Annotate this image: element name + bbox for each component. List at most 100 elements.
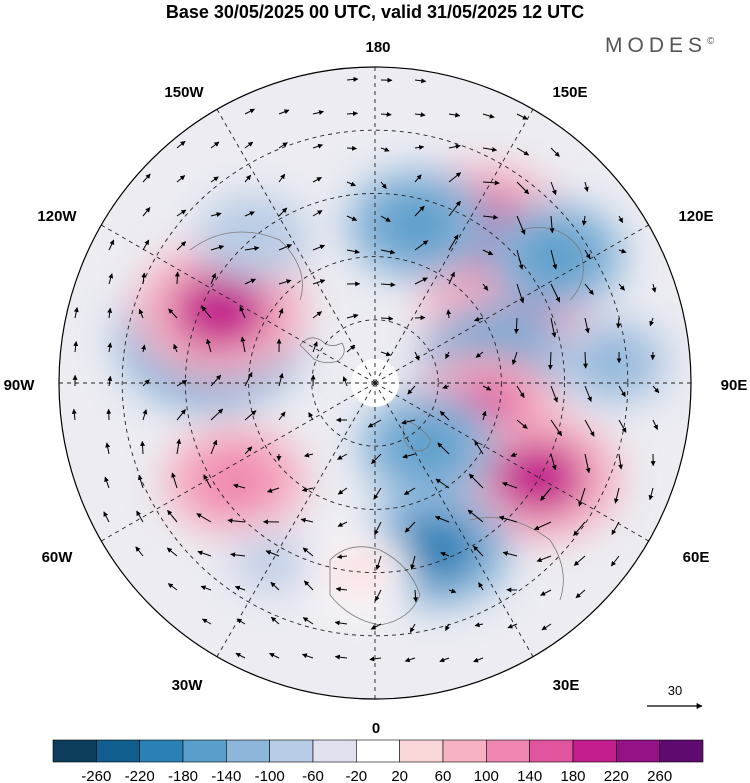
wind-arrow — [516, 215, 526, 235]
coast-europe — [329, 546, 421, 626]
wind-arrow — [304, 452, 314, 458]
lon-label-90w: 90W — [4, 377, 36, 394]
wind-arrow — [278, 142, 288, 149]
wind-arrow — [652, 419, 658, 430]
wind-arrow — [278, 308, 284, 319]
wind-arrow — [414, 205, 425, 217]
wind-arrow — [482, 249, 494, 256]
wind-arrow — [210, 212, 222, 217]
wind-arrow — [380, 181, 387, 189]
wind-arrow — [380, 147, 390, 152]
wind-arrow — [346, 249, 360, 254]
wind-arrow — [550, 249, 558, 270]
wind-arrow — [407, 385, 416, 395]
wind-arrow — [203, 474, 212, 489]
wind-arrow — [176, 438, 182, 455]
wind-arrow — [176, 409, 186, 421]
wind-arrow — [516, 113, 528, 120]
wind-arrow — [549, 215, 555, 234]
wind-arrow — [437, 442, 450, 455]
wind-arrow — [611, 521, 620, 536]
wind-arrow — [409, 623, 416, 633]
lon-label-120e: 120E — [678, 208, 713, 225]
wind-arrow — [610, 555, 620, 567]
wind-arrow — [334, 654, 348, 660]
wind-arrow — [201, 618, 212, 625]
wind-arrow — [301, 487, 314, 492]
colorbar-segment — [442, 739, 487, 763]
wind-arrow — [312, 110, 324, 115]
wind-arrow — [583, 351, 589, 369]
lon-label-0: 0 — [372, 720, 380, 737]
wind-arrow — [584, 317, 590, 334]
wind-arrow — [107, 307, 113, 319]
wind-arrow — [141, 344, 147, 353]
wind-arrow — [107, 375, 113, 387]
wind-arrow — [278, 173, 286, 183]
wind-arrow — [474, 316, 484, 322]
wind-arrow — [71, 408, 77, 421]
wind-arrow — [342, 376, 348, 387]
wind-arrow — [448, 172, 462, 183]
colorbar-tick-label: -140 — [211, 768, 241, 783]
wind-arrow — [278, 244, 293, 251]
wind-arrow — [234, 585, 246, 591]
wind-arrow — [142, 173, 151, 183]
wind-arrow — [474, 622, 484, 628]
wind-arrow — [334, 620, 348, 626]
wind-arrow — [445, 351, 450, 359]
wind-arrow — [618, 248, 627, 254]
wind-arrow — [367, 419, 382, 428]
lon-label-90e: 90E — [721, 377, 748, 394]
wind-arrow — [547, 351, 553, 370]
wind-arrow — [511, 351, 518, 365]
wind-arrow — [265, 550, 280, 557]
wind-arrow — [584, 419, 595, 437]
wind-arrow — [380, 351, 392, 357]
wind-arrow — [573, 555, 586, 566]
wind-arrow — [370, 623, 382, 630]
wind-arrow — [448, 271, 455, 285]
wind-arrow — [227, 518, 246, 524]
colorbar-segment — [659, 739, 704, 763]
wind-arrow — [244, 108, 255, 115]
wind-arrow — [380, 249, 396, 255]
wind-arrow — [380, 316, 394, 321]
wind-arrow — [448, 144, 461, 149]
wind-arrow — [482, 113, 495, 119]
colorbar-segment — [356, 739, 400, 763]
wind-arrow — [513, 317, 519, 334]
wind-arrow — [648, 487, 654, 501]
anomaly-core — [195, 449, 275, 513]
wind-arrow — [575, 589, 586, 599]
wind-arrow — [375, 555, 382, 570]
wind-arrow — [103, 511, 110, 523]
wind-arrow — [270, 616, 280, 625]
wind-arrow — [278, 109, 290, 115]
wind-arrow — [448, 588, 457, 594]
wind-arrow — [369, 656, 382, 662]
wind-arrow — [244, 174, 252, 183]
coast-north-america — [189, 231, 303, 301]
colorbar-tick-label: 60 — [435, 768, 452, 783]
wind-arrow — [371, 453, 382, 465]
wind-arrow — [278, 279, 292, 285]
wind-arrow — [618, 215, 624, 224]
wind-arrow — [414, 277, 428, 285]
wind-arrow — [346, 145, 358, 151]
wind-arrow — [618, 419, 627, 433]
wind-arrow — [583, 181, 589, 192]
wind-arrow — [404, 521, 416, 533]
wind-arrow — [516, 385, 525, 399]
wind-arrow — [414, 351, 420, 361]
wind-arrow — [176, 209, 187, 217]
wind-arrow — [481, 410, 487, 421]
wind-arrow — [236, 618, 246, 625]
wind-arrow — [244, 446, 253, 455]
wind-arrow — [136, 510, 144, 523]
wind-arrow — [173, 343, 178, 353]
wind-arrow — [516, 419, 528, 429]
wind-arrow — [346, 181, 356, 187]
anomaly-core — [389, 415, 467, 477]
wind-arrow — [448, 200, 461, 217]
